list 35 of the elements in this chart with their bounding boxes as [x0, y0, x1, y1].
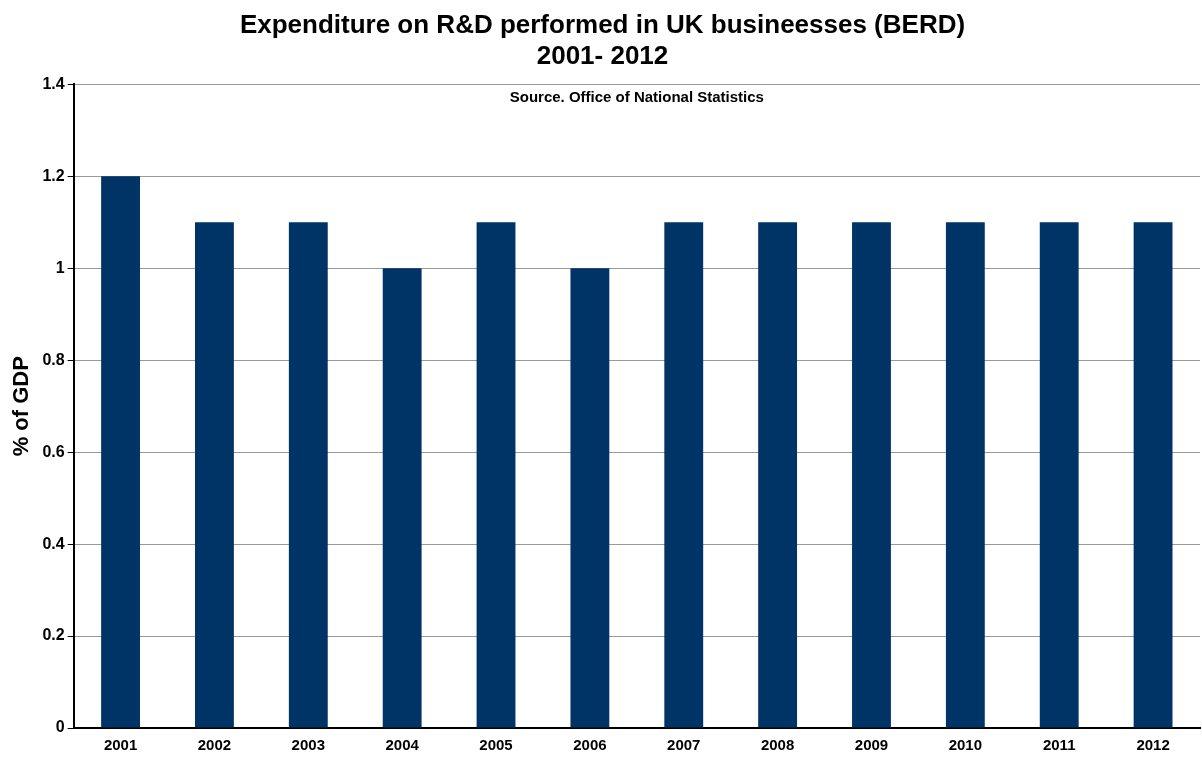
bar: [382, 268, 422, 728]
bar: [195, 222, 234, 728]
bar: [570, 268, 610, 728]
y-tick-label: 1: [55, 258, 65, 276]
annotation: Source. Office of National Statistics: [509, 88, 764, 106]
x-tick-label: 2008: [760, 736, 795, 754]
x-tick-label: 2004: [385, 736, 420, 754]
x-tick-label: 2011: [1042, 736, 1076, 754]
x-tick-label: 2009: [854, 736, 889, 754]
y-tick-label: 1.4: [42, 74, 65, 92]
y-tick-label: 0: [55, 718, 65, 736]
x-tick-label: 2002: [197, 736, 232, 754]
x-tick-label: 2001: [103, 736, 138, 754]
bar: [758, 222, 798, 728]
x-tick-label: 2006: [573, 736, 607, 754]
bar: [664, 222, 704, 728]
y-tick-label: 0.8: [42, 350, 65, 368]
bar: [852, 222, 891, 728]
chart-title: Expenditure on R&D performed in UK busineesses (BERD) 2001- 2012: [239, 8, 966, 70]
y-tick-label: 0.6: [42, 442, 65, 460]
y-axis-title: % of GDP: [8, 356, 34, 457]
x-tick-label: 2003: [291, 736, 325, 754]
x-tick-label: 2005: [479, 736, 513, 754]
bar: [945, 222, 985, 728]
x-tick-label: 2007: [667, 736, 701, 754]
bar: [476, 222, 516, 728]
bar: [1039, 222, 1079, 728]
y-tick-label: 0.4: [42, 534, 65, 552]
bar: [1133, 222, 1173, 728]
x-tick-label: 2010: [948, 736, 983, 754]
y-tick-label: 0.2: [42, 626, 65, 644]
y-tick-label: 1.2: [42, 166, 65, 184]
bar: [101, 176, 140, 728]
bar: [288, 222, 328, 728]
x-tick-label: 2012: [1136, 736, 1170, 754]
